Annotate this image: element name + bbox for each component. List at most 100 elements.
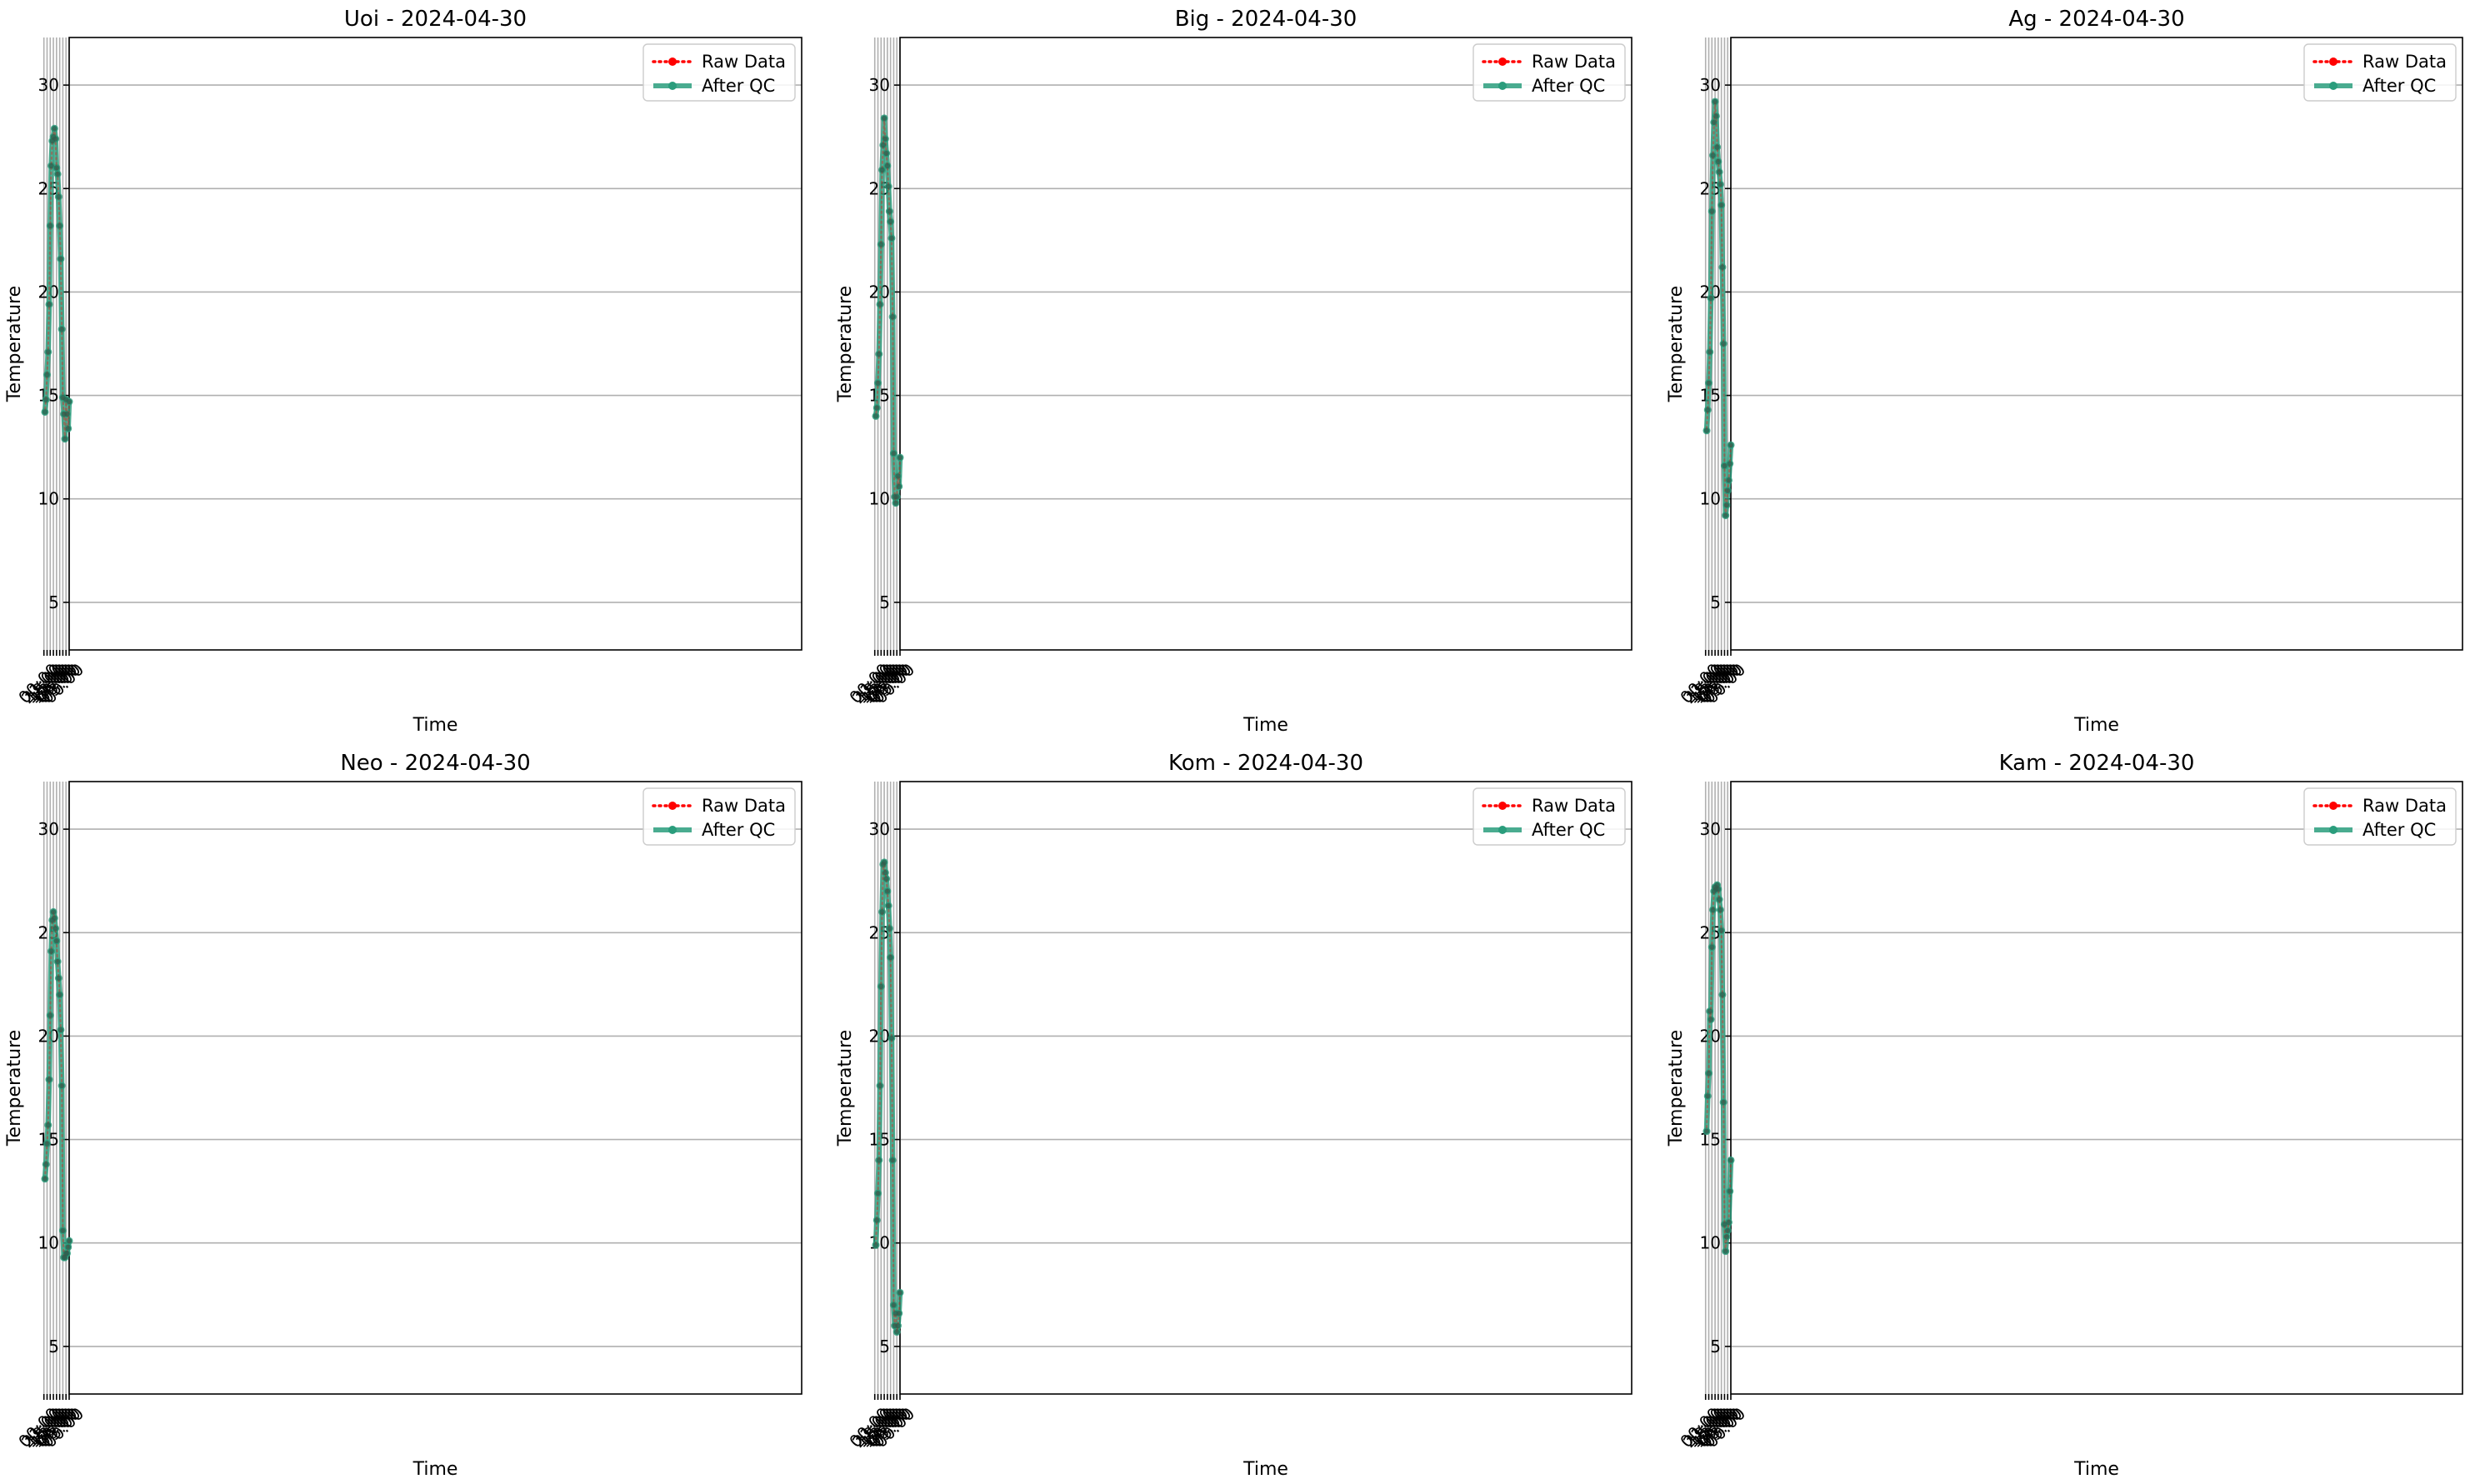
point-raw-data — [1712, 98, 1718, 105]
point-raw-data — [48, 222, 53, 229]
point-raw-data — [48, 162, 54, 169]
x-axis-label: Time — [412, 715, 458, 736]
subplot-title: Kam - 2024-04-30 — [1999, 751, 2195, 776]
point-raw-data — [889, 314, 896, 320]
plot-frame — [899, 37, 1632, 651]
point-raw-data — [58, 326, 65, 332]
point-raw-data — [883, 150, 889, 157]
legend-label-after-qc: After QC — [702, 76, 775, 96]
point-raw-data — [65, 426, 71, 432]
plot-frame — [68, 37, 802, 651]
y-tick-label: 15 — [1700, 1130, 1721, 1150]
series-line-raw-data — [43, 128, 71, 439]
legend: Raw Data After QC — [642, 43, 796, 102]
legend-marker-raw-data — [1498, 57, 1507, 66]
y-tick-label: 30 — [869, 75, 890, 95]
point-raw-data — [53, 937, 60, 944]
legend-marker-after-qc — [1498, 826, 1507, 834]
point-raw-data — [1716, 169, 1722, 175]
point-raw-data — [63, 1250, 69, 1257]
legend-marker-raw-data — [2329, 57, 2338, 66]
point-raw-data — [1722, 462, 1728, 469]
point-raw-data — [50, 909, 57, 915]
point-raw-data — [49, 137, 55, 144]
legend-label-raw-data: Raw Data — [1532, 796, 1616, 816]
subplot-title: Kom - 2024-04-30 — [1168, 751, 1363, 776]
point-raw-data — [897, 1290, 903, 1296]
point-raw-data — [50, 133, 57, 140]
point-raw-data — [52, 126, 58, 132]
point-raw-data — [1712, 884, 1718, 890]
legend-label-raw-data: Raw Data — [2362, 796, 2447, 816]
x-axis-label: Time — [2073, 1459, 2119, 1480]
point-raw-data — [43, 397, 49, 402]
point-raw-data — [46, 1077, 52, 1082]
point-raw-data — [889, 1157, 896, 1163]
legend: Raw Data After QC — [2303, 43, 2457, 102]
y-tick-label: 5 — [1710, 1337, 1721, 1357]
y-tick-label: 30 — [1700, 819, 1721, 839]
point-raw-data — [880, 862, 887, 867]
point-raw-data — [42, 409, 48, 415]
point-raw-data — [1711, 119, 1718, 126]
point-raw-data — [1720, 1099, 1727, 1106]
legend-label-after-qc: After QC — [702, 820, 775, 840]
subplot-3: Ag - 2024-04-305101520253000:0003:0006:0… — [1666, 7, 2463, 736]
point-raw-data — [872, 413, 879, 419]
point-raw-data — [1727, 461, 1732, 467]
point-raw-data — [1723, 1234, 1730, 1240]
subplot-title: Ag - 2024-04-30 — [2008, 7, 2184, 32]
legend-label-after-qc: After QC — [2362, 820, 2436, 840]
point-raw-data — [1709, 208, 1715, 214]
point-raw-data — [884, 162, 891, 169]
legend-marker-after-qc — [668, 826, 677, 834]
legend-marker-raw-data — [668, 57, 677, 66]
point-raw-data — [61, 1254, 67, 1261]
point-raw-data — [57, 222, 62, 229]
point-raw-data — [892, 494, 898, 500]
point-raw-data — [891, 1302, 897, 1308]
plot-frame — [1730, 781, 2463, 1395]
point-raw-data — [1716, 897, 1722, 902]
y-tick-label: 5 — [48, 592, 59, 612]
point-raw-data — [894, 1329, 900, 1335]
point-raw-data — [1707, 1008, 1712, 1014]
point-raw-data — [888, 218, 893, 225]
point-raw-data — [52, 926, 58, 932]
point-raw-data — [1713, 113, 1719, 119]
point-raw-data — [896, 483, 902, 490]
point-raw-data — [1707, 349, 1712, 355]
point-raw-data — [1728, 1157, 1734, 1163]
legend-marker-raw-data — [2329, 802, 2338, 810]
point-raw-data — [876, 1157, 882, 1163]
point-raw-data — [897, 454, 903, 461]
legend-marker-after-qc — [2329, 82, 2338, 90]
y-axis-label: Temperature — [4, 1030, 25, 1147]
point-raw-data — [1719, 992, 1726, 997]
point-raw-data — [66, 1238, 72, 1244]
legend: Raw Data After QC — [642, 787, 796, 846]
y-axis-label: Temperature — [1666, 1030, 1687, 1147]
series-line-raw-data — [874, 859, 902, 1332]
point-raw-data — [58, 1082, 65, 1089]
y-tick-label: 30 — [38, 819, 59, 839]
point-raw-data — [61, 411, 67, 417]
legend-label-raw-data: Raw Data — [702, 796, 786, 816]
point-raw-data — [65, 1244, 71, 1250]
y-axis-label: Temperature — [835, 286, 856, 402]
legend-label-after-qc: After QC — [2362, 76, 2436, 96]
y-axis-label: Temperature — [835, 1030, 856, 1147]
point-raw-data — [56, 975, 62, 982]
point-raw-data — [45, 349, 51, 355]
legend: Raw Data After QC — [1472, 43, 1626, 102]
point-raw-data — [1706, 1070, 1712, 1077]
point-raw-data — [877, 1082, 883, 1089]
subplot-title: Big - 2024-04-30 — [1175, 7, 1358, 32]
point-raw-data — [1706, 380, 1712, 386]
subplot-6: Kam - 2024-04-305101520253000:0003:0006:… — [1666, 751, 2463, 1480]
point-raw-data — [1710, 907, 1716, 913]
point-raw-data — [1703, 427, 1710, 433]
point-raw-data — [1714, 144, 1720, 150]
y-tick-label: 10 — [1700, 489, 1721, 509]
